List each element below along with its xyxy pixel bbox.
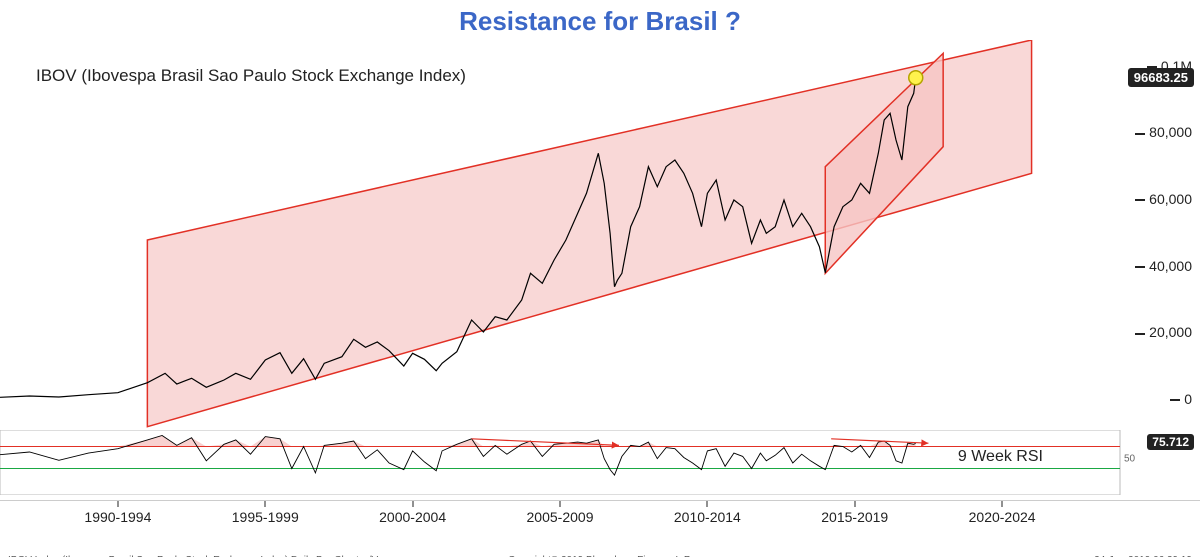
y-tick: 0	[1170, 391, 1192, 407]
y-tick: 40,000	[1135, 258, 1192, 274]
main-price-chart	[0, 40, 1200, 460]
x-tick: 2015-2019	[821, 509, 888, 525]
x-tick: 1990-1994	[84, 509, 151, 525]
chart-title: Resistance for Brasil ?	[0, 6, 1200, 37]
y-tick: 60,000	[1135, 191, 1192, 207]
svg-text:50: 50	[1124, 454, 1136, 465]
y-tick: 80,000	[1135, 124, 1192, 140]
chart-page: Resistance for Brasil ? IBOV (Ibovespa B…	[0, 0, 1200, 557]
x-tick: 2020-2024	[969, 509, 1036, 525]
last-price-badge: 96683.25	[1128, 68, 1194, 87]
rsi-value-badge: 75.712	[1147, 434, 1194, 450]
x-tick: 2000-2004	[379, 509, 446, 525]
y-tick: 20,000	[1135, 324, 1192, 340]
x-axis: 1990-1994 1995-1999 2000-2004 2005-2009 2010…	[0, 500, 1200, 523]
x-tick: 1995-1999	[232, 509, 299, 525]
rsi-label: 9 Week RSI	[958, 448, 1043, 466]
x-tick: 2005-2009	[527, 509, 594, 525]
x-tick: 2010-2014	[674, 509, 741, 525]
